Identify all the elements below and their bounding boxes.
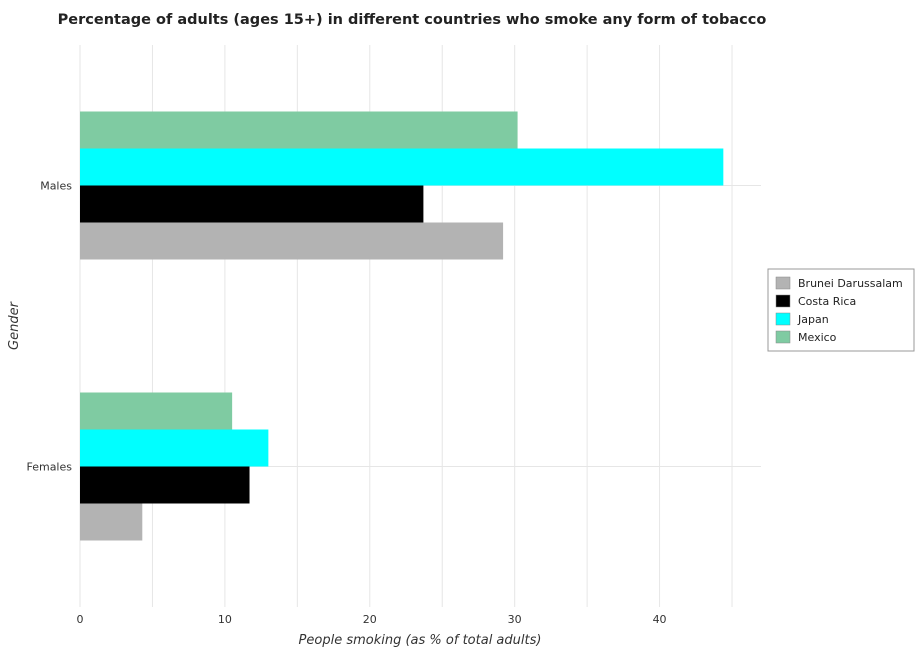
legend-label: Costa Rica [798,295,856,308]
bar-males-japan [80,148,724,186]
x-axis-label: People smoking (as % of total adults) [299,633,542,648]
x-tick-label: 40 [653,613,667,626]
bar-females-japan [80,429,269,467]
legend-label: Mexico [798,331,837,344]
legend: Brunei Darussalam Costa Rica Japan Mexico [767,268,915,352]
x-tick-label: 0 [77,613,84,626]
bar-females-brunei-darussalam [80,503,143,541]
chart-title: Percentage of adults (ages 15+) in diffe… [58,12,767,28]
legend-swatch [775,312,791,326]
legend-label: Japan [797,313,829,326]
bar-males-mexico [80,111,518,149]
y-axis-label: Gender [7,300,22,350]
bar-males-brunei-darussalam [80,222,504,260]
x-axis-ticks: 0 10 20 30 40 [77,613,667,626]
legend-box [767,268,915,352]
legend-swatch [775,276,791,290]
y-tick-label: Males [40,180,72,193]
x-tick-label: 20 [363,613,377,626]
x-tick-label: 30 [508,613,522,626]
legend-swatch [775,330,791,344]
bar-females-mexico [80,392,233,430]
x-tick-label: 10 [218,613,232,626]
legend-label: Brunei Darussalam [798,277,903,290]
legend-swatch [775,294,791,308]
bars [80,111,724,541]
y-tick-label: Females [26,461,72,474]
bar-males-costa-rica [80,185,424,223]
y-axis-ticks: Females Males [26,180,72,474]
bar-females-costa-rica [80,466,250,504]
plot-area [79,45,761,607]
